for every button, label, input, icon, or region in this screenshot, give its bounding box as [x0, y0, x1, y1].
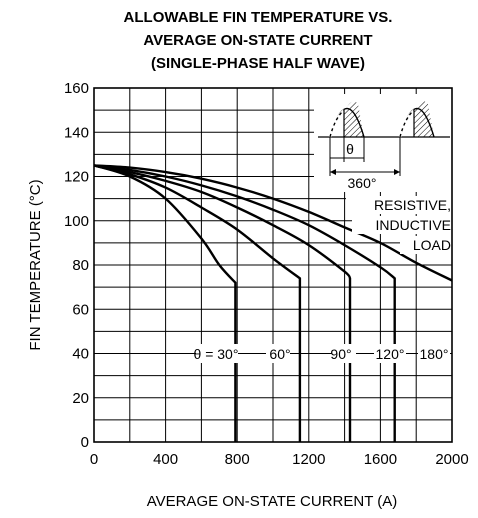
annotation-load: LOAD — [413, 237, 451, 253]
annotation-inductive: INDUCTIVE — [376, 217, 451, 233]
x-tick-label: 400 — [153, 451, 178, 468]
x-tick-label: 1200 — [292, 451, 325, 468]
tick-labels: 0 400 800 1200 1600 2000 0 20 40 60 80 100 120 140 160 — [64, 80, 469, 468]
series-line-1 — [93, 164, 237, 442]
load-annotation: RESISTIVE, INDUCTIVE LOAD — [346, 196, 452, 254]
theta-30-label-bg — [196, 344, 238, 363]
x-tick-label: 0 — [90, 451, 98, 468]
theta-30-label: θ = 30° — [194, 346, 239, 362]
title-line-2: AVERAGE ON-STATE CURRENT — [143, 32, 372, 49]
half-wave-1-hatch — [344, 101, 364, 137]
inset-period-label: 360° — [348, 175, 377, 191]
series-line-5 — [93, 164, 453, 282]
theta-90-label-bg — [332, 344, 356, 363]
y-tick-label: 60 — [72, 301, 89, 318]
y-tick-label: 140 — [64, 124, 89, 141]
title-line-3: (SINGLE-PHASE HALF WAVE) — [151, 55, 365, 72]
theta-120-label: 120° — [376, 346, 405, 362]
theta-90-label: 90° — [330, 346, 351, 362]
half-wave-2-dashed — [398, 109, 415, 138]
theta-60-label-bg — [266, 344, 290, 363]
theta-60-label: 60° — [269, 346, 290, 362]
y-tick-label: 100 — [64, 213, 89, 230]
x-tick-label: 2000 — [435, 451, 468, 468]
load-annotation-bg-2 — [352, 216, 452, 234]
half-wave-1-dashed — [328, 109, 345, 138]
theta-120-label-bg — [374, 344, 406, 363]
inset-theta-label: θ — [346, 141, 354, 157]
x-tick-label: 1600 — [364, 451, 397, 468]
period-arrow-head-left — [330, 169, 336, 175]
series-line-3 — [93, 164, 352, 442]
y-tick-label: 0 — [81, 434, 89, 451]
chart-title: ALLOWABLE FIN TEMPERATURE VS. AVERAGE ON… — [124, 9, 393, 72]
load-annotation-bg-1 — [346, 196, 452, 214]
theta-labels: θ = 30° 60° 90° 120° 180° — [194, 344, 450, 363]
period-arrow-head-right — [394, 169, 400, 175]
theta-180-label-bg — [418, 344, 450, 363]
y-tick-label: 120 — [64, 169, 89, 186]
half-wave-2-hatch — [414, 101, 434, 137]
theta-180-label: 180° — [420, 346, 449, 362]
y-axis-label: FIN TEMPERATURE (°C) — [27, 179, 44, 350]
series-line-2 — [93, 164, 302, 442]
annotation-resistive: RESISTIVE, — [374, 197, 451, 213]
inset-background — [314, 94, 452, 192]
x-axis-label: AVERAGE ON-STATE CURRENT (A) — [147, 493, 398, 510]
title-line-1: ALLOWABLE FIN TEMPERATURE VS. — [124, 9, 393, 26]
y-tick-label: 20 — [72, 390, 89, 407]
waveform-inset: θ 360° — [314, 94, 452, 192]
series-line-4 — [93, 164, 396, 442]
y-tick-label: 80 — [72, 257, 89, 274]
x-tick-label: 800 — [225, 451, 250, 468]
plot-frame — [93, 87, 453, 443]
y-tick-label: 40 — [72, 346, 89, 363]
y-tick-label: 160 — [64, 80, 89, 97]
series-group — [93, 164, 453, 442]
load-annotation-bg-3 — [400, 236, 452, 254]
